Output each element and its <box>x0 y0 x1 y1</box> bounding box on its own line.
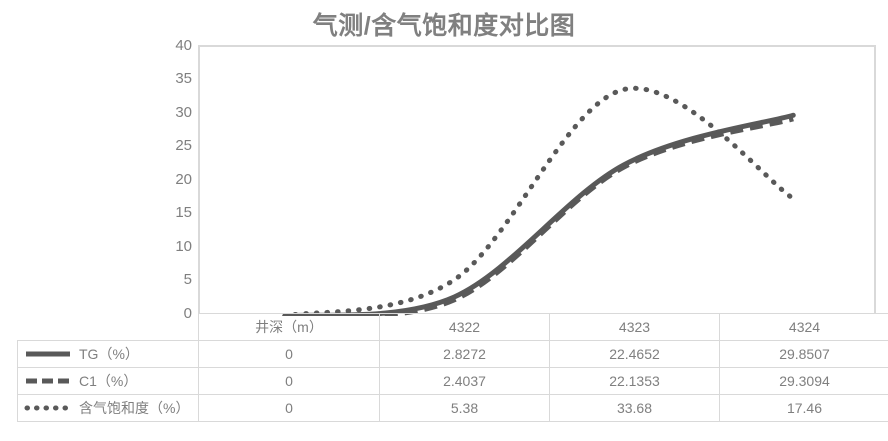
y-axis: 40 35 30 25 20 15 10 5 0 <box>150 38 192 321</box>
table-cell: 5.38 <box>379 394 550 422</box>
legend-label-tg: TG（%） <box>79 346 139 362</box>
legend-entry-c1: C1（%） <box>17 367 199 395</box>
table-cell: 0 <box>198 394 380 422</box>
table-cell: 29.3094 <box>719 367 888 395</box>
table-cell: 17.46 <box>719 394 888 422</box>
table-cell: 2.4037 <box>379 367 550 395</box>
chart-data-table: 井深（m） 4322 4323 4324 TG（%） 0 2.8272 22.4… <box>17 313 888 422</box>
legend-label-c1: C1（%） <box>79 373 138 389</box>
series-line-c1 <box>284 116 794 316</box>
table-header-4322: 4322 <box>379 313 550 341</box>
series-canvas <box>282 85 796 316</box>
table-cell: 29.8507 <box>719 340 888 368</box>
legend-entry-gas-saturation: 含气饱和度（%） <box>17 394 199 422</box>
table-cell: 0 <box>198 367 380 395</box>
table-corner-cell <box>18 314 199 341</box>
legend-label-gas-saturation: 含气饱和度（%） <box>79 400 190 416</box>
dotted-line-marker <box>24 405 72 411</box>
y-axis-tick: 20 <box>175 171 192 188</box>
table-cell: 22.1353 <box>549 367 720 395</box>
table-cell: 2.8272 <box>379 340 550 368</box>
dashed-line-marker <box>26 378 70 384</box>
y-axis-tick: 10 <box>175 238 192 255</box>
y-axis-tick: 15 <box>175 204 192 221</box>
chart-title: 气测/含气饱和度对比图 <box>312 12 576 40</box>
series-line-tg <box>282 112 796 316</box>
y-axis-tick: 25 <box>175 137 192 154</box>
table-cell: 33.68 <box>549 394 720 422</box>
table-header-4324: 4324 <box>719 313 888 341</box>
table-row: TG（%） 0 2.8272 22.4652 29.8507 <box>17 340 888 368</box>
y-axis-tick: 40 <box>175 37 192 54</box>
table-header-4323: 4323 <box>549 313 720 341</box>
series-line-gas-saturation <box>282 85 796 316</box>
table-header-row: 井深（m） 4322 4323 4324 <box>18 313 888 341</box>
y-axis-tick: 30 <box>175 104 192 121</box>
table-cell: 0 <box>198 340 380 368</box>
table-row: C1（%） 0 2.4037 22.1353 29.3094 <box>17 367 888 395</box>
table-header-depth: 井深（m） <box>198 313 380 341</box>
table-cell: 22.4652 <box>549 340 720 368</box>
legend-entry-tg: TG（%） <box>17 340 199 368</box>
table-row: 含气饱和度（%） 0 5.38 33.68 17.46 <box>17 394 888 422</box>
y-axis-tick: 5 <box>183 271 192 288</box>
solid-line-marker <box>26 351 70 357</box>
plot-area <box>198 45 876 316</box>
y-axis-tick: 35 <box>175 70 192 87</box>
y-axis-tick: 0 <box>183 305 192 322</box>
